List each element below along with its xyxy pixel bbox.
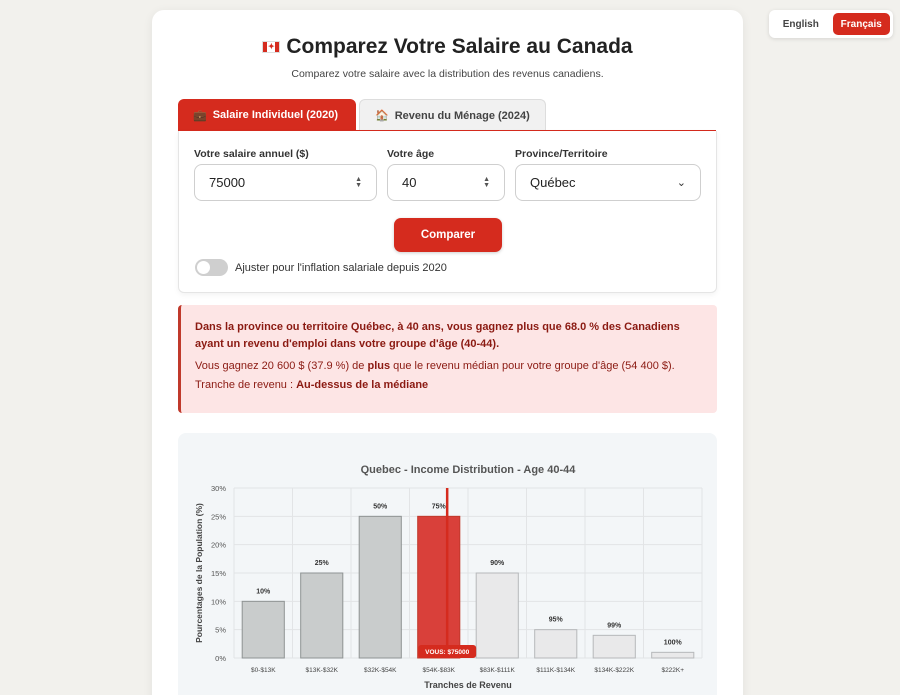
difference-suffix: que le revenu médian pour votre groupe d… (390, 360, 675, 372)
x-tick-label: $222K+ (661, 667, 684, 674)
income-chart-svg: Quebec - Income Distribution - Age 40-44… (194, 464, 703, 690)
province-select[interactable]: Québec ⌄ (515, 164, 701, 201)
y-tick-label: 0% (215, 654, 226, 663)
bar-data-label: 90% (490, 560, 505, 567)
difference-bold: plus (367, 360, 391, 372)
user-marker-badge (418, 645, 477, 658)
bar-data-label: 75% (432, 503, 447, 510)
x-tick-label: $13K-$32K (305, 667, 338, 674)
tab-bar: 💼 Salaire Individuel (2020) 🏠 Revenu du … (178, 99, 546, 131)
result-difference: Vous gagnez 20 600 $ (37.9 %) de plus qu… (195, 360, 703, 372)
result-panel: Dans la province ou territoire Québec, à… (178, 305, 717, 413)
bar-data-label: 100% (664, 639, 683, 646)
x-axis-label: Tranches de Revenu (424, 680, 512, 690)
bar-$222K+ (651, 651, 695, 659)
house-icon: 🏠 (375, 110, 389, 122)
inflation-label: Ajuster pour l'inflation salariale depui… (235, 261, 447, 274)
bar-$13K-$32K (300, 572, 344, 659)
toggle-knob (197, 261, 210, 274)
main-card: ✦ Comparez Votre Salaire au Canada Compa… (152, 10, 743, 695)
bar-data-label: 95% (549, 617, 564, 624)
bar-$134K-$222K (592, 634, 636, 659)
tab-household-income[interactable]: 🏠 Revenu du Ménage (2024) (359, 99, 546, 131)
bar-data-label: 10% (256, 588, 271, 595)
user-marker-label: VOUS: $75000 (425, 649, 469, 656)
income-chart: Quebec - Income Distribution - Age 40-44… (178, 433, 717, 695)
bracket-value: Au-dessus de la médiane (296, 379, 429, 391)
tab-label: Salaire Individuel (2020) (212, 109, 339, 121)
stepper-icon[interactable]: ▲ ▼ (355, 175, 362, 189)
age-label: Votre âge (387, 148, 435, 160)
bracket-label: Tranche de revenu : (195, 379, 297, 391)
chevron-down-icon: ⌄ (676, 177, 686, 189)
y-tick-label: 5% (215, 626, 226, 635)
briefcase-icon: 💼 (193, 109, 207, 122)
result-bracket: Tranche de revenu : Au-dessus de la médi… (195, 379, 703, 391)
inflation-toggle[interactable] (195, 259, 228, 276)
result-summary: Dans la province ou territoire Québec, à… (195, 321, 680, 350)
y-tick-label: 25% (211, 512, 226, 521)
x-tick-label: $111K-$134K (536, 667, 575, 674)
page-title-text: Comparez Votre Salaire au Canada (286, 35, 633, 58)
stepper-icon[interactable]: ▲ ▼ (483, 175, 490, 189)
canada-flag-icon: ✦ (262, 41, 281, 53)
x-tick-label: $32K-$54K (364, 667, 397, 674)
bar-$54K-$83K (417, 515, 461, 659)
page-subtitle: Comparez votre salaire avec la distribut… (291, 68, 604, 80)
y-tick-label: 15% (211, 569, 226, 578)
bar-data-label: 99% (607, 622, 622, 629)
age-input[interactable]: 40 ▲ ▼ (387, 164, 505, 201)
y-axis-label: Pourcentages de la Population (%) (194, 503, 204, 643)
french-button[interactable]: Français (832, 13, 890, 35)
bar-$111K-$134K (534, 629, 578, 659)
compare-button[interactable]: Comparer (394, 218, 502, 252)
salary-form: Votre salaire annuel ($) 75000 ▲ ▼ Votre … (178, 131, 717, 293)
tab-label: Revenu du Ménage (2024) (394, 109, 530, 122)
english-button[interactable]: English (782, 18, 819, 30)
bar-$0-$13K (241, 600, 285, 659)
bar-data-label: 50% (373, 503, 388, 510)
difference-prefix: Vous gagnez 20 600 $ (37.9 %) de (195, 360, 368, 372)
bar-$32K-$54K (358, 515, 402, 659)
province-value: Québec (530, 175, 576, 190)
y-tick-label: 30% (211, 484, 226, 493)
inflation-toggle-row: Ajuster pour l'inflation salariale depui… (195, 259, 447, 276)
language-switch: English Français (769, 10, 893, 38)
x-tick-label: $0-$13K (251, 667, 276, 674)
chart-title: Quebec - Income Distribution - Age 40-44 (361, 464, 577, 476)
age-value: 40 (402, 175, 417, 190)
page-title: ✦ Comparez Votre Salaire au Canada (152, 35, 743, 59)
salary-value: 75000 (209, 175, 246, 190)
salary-label: Votre salaire annuel ($) (194, 148, 309, 160)
salary-input[interactable]: 75000 ▲ ▼ (194, 164, 377, 201)
tab-individual-salary[interactable]: 💼 Salaire Individuel (2020) (178, 99, 356, 131)
y-tick-label: 10% (211, 597, 226, 606)
bar-data-label: 25% (315, 560, 330, 567)
x-tick-label: $54K-$83K (422, 667, 455, 674)
y-tick-label: 20% (211, 541, 226, 550)
x-tick-label: $134K-$222K (594, 667, 634, 674)
bar-$83K-$111K (475, 572, 519, 659)
province-label: Province/Territoire (515, 148, 608, 160)
x-tick-label: $83K-$111K (480, 667, 516, 674)
